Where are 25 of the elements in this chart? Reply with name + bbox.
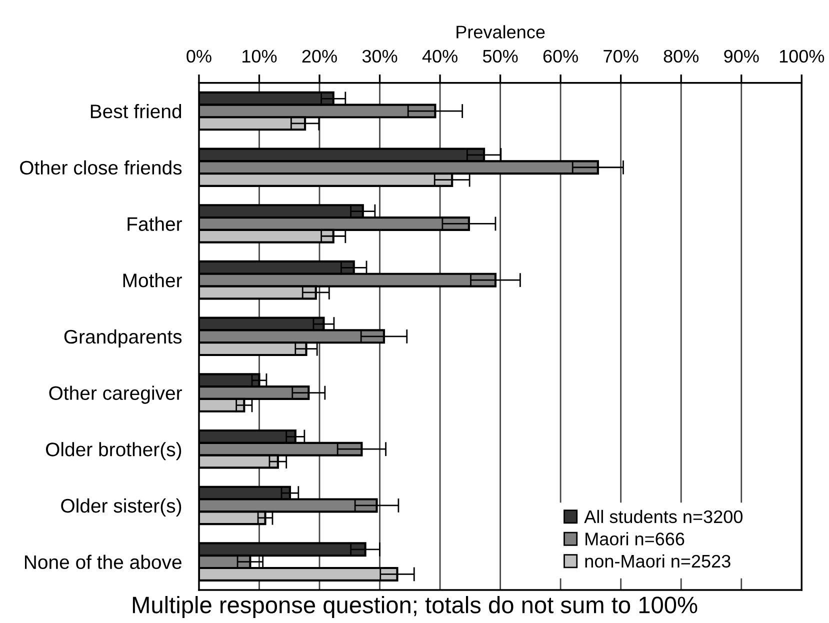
y-tick-label: None of the above (24, 554, 182, 570)
x-tick-label: 30% (362, 50, 398, 63)
y-tick-label: Father (128, 216, 182, 231)
x-tick-label: 100% (780, 50, 824, 63)
x-tick-label: 50% (482, 50, 518, 63)
x-tick-label: 0% (186, 50, 212, 63)
y-tick-label: Other close friends (20, 160, 182, 175)
y-tick-label: Grandparents (64, 329, 182, 348)
y-tick-label: Best friend (90, 104, 182, 118)
legend-label: Maori n=666 (586, 532, 684, 546)
x-tick-label: 20% (302, 50, 337, 63)
x-tick-label: 70% (604, 50, 638, 63)
y-tick-label: Older brother(s) (46, 442, 182, 460)
x-tick-label: 40% (422, 50, 458, 63)
x-tick-label: 90% (724, 50, 759, 63)
legend-label: non-Maori n=2523 (585, 554, 730, 568)
text: Multiple response question; totals do not sum to 100% (132, 596, 698, 618)
y-tick-label: Older sister(s) (61, 498, 182, 517)
y-tick-label: Other caregiver (49, 386, 182, 404)
x-tick-label: 10% (242, 50, 277, 63)
x-tick-label: 80% (664, 50, 699, 63)
x-tick-label: 60% (543, 50, 578, 63)
x-axis-title: Prevalence (456, 25, 545, 38)
y-tick-label: Mother (123, 273, 182, 288)
legend-label: All students n=3200 (584, 510, 743, 524)
